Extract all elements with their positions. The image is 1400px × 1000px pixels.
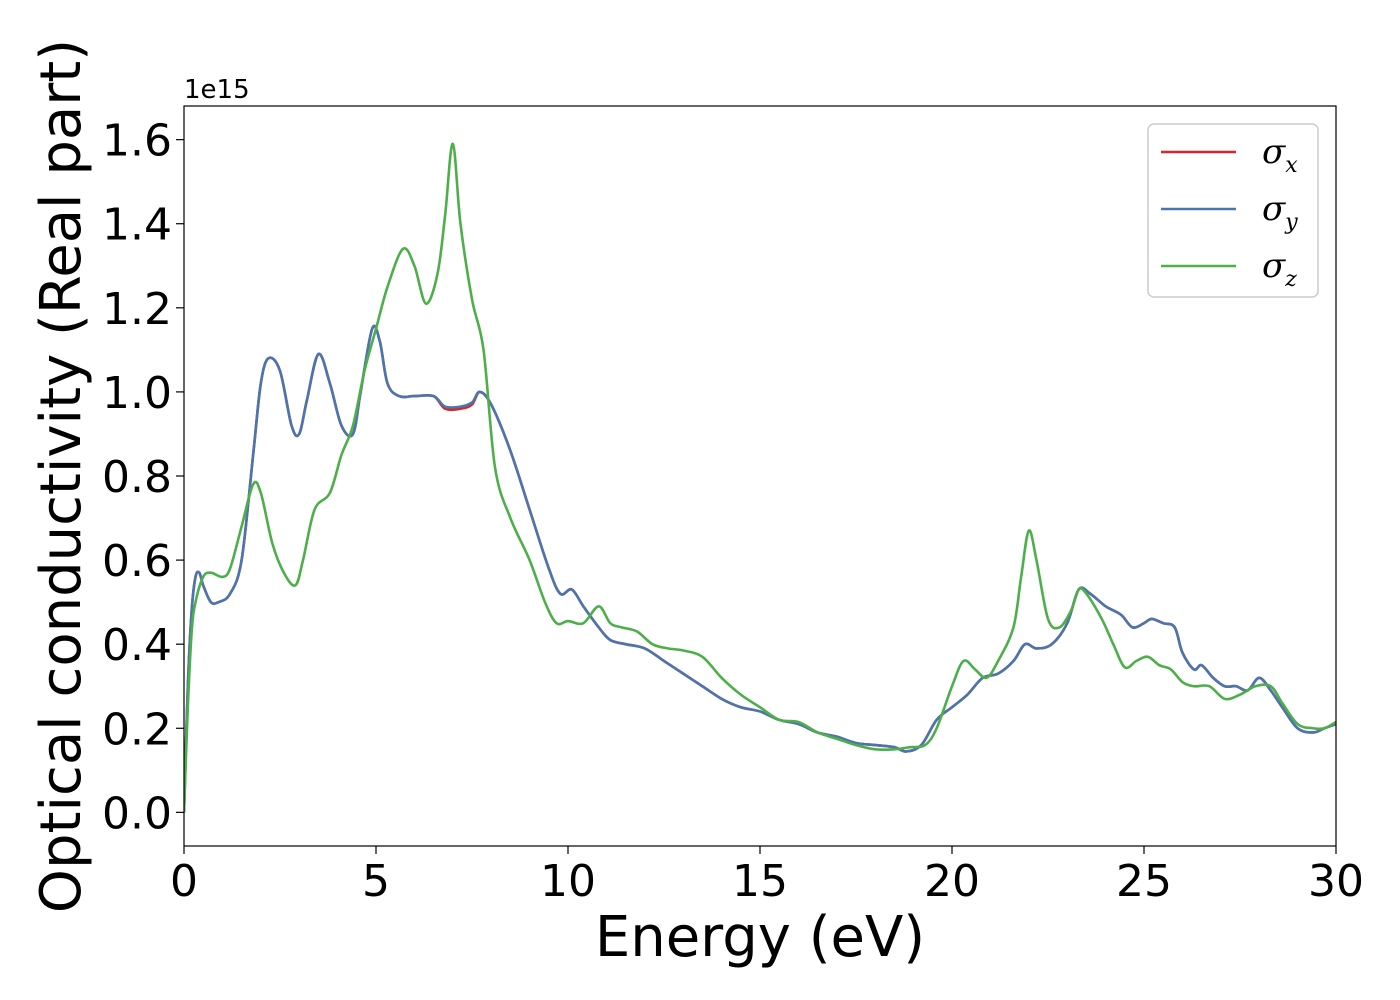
series-line-y (184, 324, 1336, 813)
legend-label-x: σx (1262, 132, 1298, 178)
x-tick-label: 0 (170, 856, 198, 907)
x-tick-label: 5 (362, 856, 390, 907)
x-tick-label: 30 (1308, 856, 1364, 907)
x-tick-label: 15 (732, 856, 788, 907)
y-tick-label: 1.0 (102, 368, 172, 419)
legend-frame (1147, 123, 1319, 298)
y-tick-label: 0.2 (102, 704, 172, 755)
y-tick-label: 1.2 (102, 284, 172, 335)
x-tick-label: 10 (540, 856, 596, 907)
x-tick-label: 25 (1116, 856, 1172, 907)
y-tick-label: 0.6 (102, 536, 172, 587)
legend: σx σy σz (1147, 123, 1319, 298)
y-tick-label: 0.8 (102, 452, 172, 503)
y-offset-label: 1e15 (184, 75, 250, 105)
y-axis-ticks: 0.0 0.2 0.4 0.6 0.8 1.0 1.2 1.4 1.6 (102, 116, 184, 839)
y-axis-title: Optical conductivity (Real part) (29, 39, 94, 913)
series-line-z (184, 142, 1336, 813)
y-tick-label: 0.0 (102, 788, 172, 839)
legend-label-z: σz (1262, 246, 1297, 292)
x-axis-title: Energy (eV) (595, 905, 925, 970)
x-tick-label: 20 (924, 856, 980, 907)
legend-label-y: σy (1262, 189, 1298, 235)
series-layer (184, 142, 1336, 813)
y-tick-label: 1.4 (102, 200, 172, 251)
x-axis-ticks: 0 5 10 15 20 25 30 (170, 846, 1364, 907)
y-tick-label: 0.4 (102, 620, 172, 671)
y-tick-label: 1.6 (102, 116, 172, 167)
